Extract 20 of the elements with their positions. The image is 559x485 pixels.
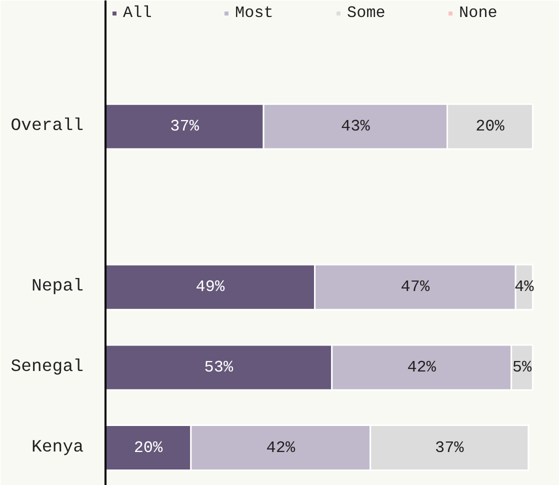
y-tick-label: Senegal [10, 358, 84, 377]
data-label: 4% [514, 278, 534, 296]
data-label: 42% [266, 438, 296, 457]
data-label: 47% [400, 278, 430, 296]
y-tick-label: Nepal [32, 278, 84, 297]
data-label: 37% [434, 438, 464, 457]
y-tick-label: Kenya [32, 438, 84, 458]
data-label: 53% [204, 358, 234, 376]
data-label: 37% [170, 118, 200, 136]
legend-label: Most [235, 4, 274, 22]
data-label: 5% [512, 358, 532, 376]
data-label: 20% [134, 438, 164, 457]
legend-label: All [123, 4, 153, 22]
legend-label: None [459, 4, 498, 22]
y-tick-label: Overall [10, 117, 84, 136]
data-label: 42% [407, 358, 436, 376]
data-label: 20% [476, 118, 505, 136]
legend-label: Some [347, 4, 386, 22]
data-label: 43% [341, 118, 370, 136]
data-label: 49% [196, 278, 225, 296]
